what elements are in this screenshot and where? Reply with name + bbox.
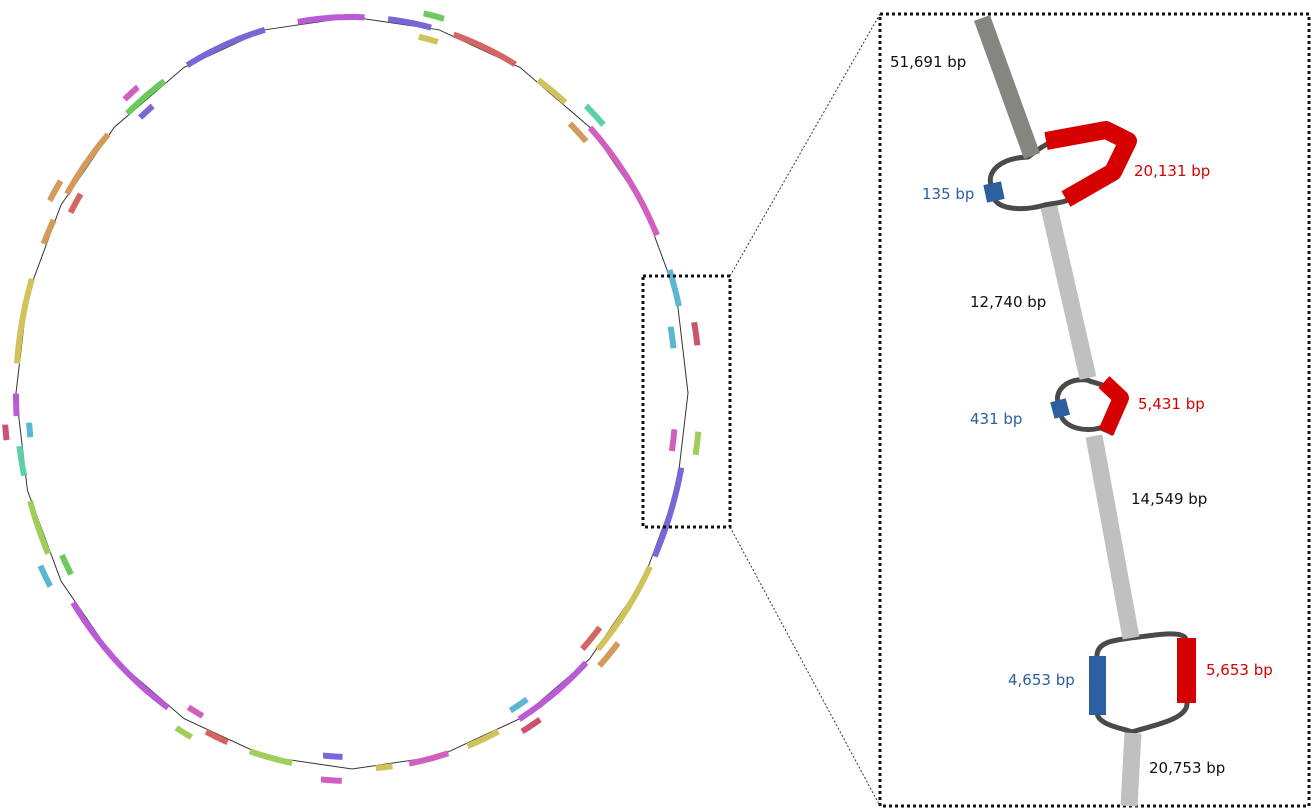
graph-bubble: [584, 103, 606, 127]
link: [1055, 377, 1090, 405]
graph-segment: [536, 77, 568, 105]
segment-label: 4,653 bp: [1008, 671, 1075, 689]
segment-label: 431 bp: [970, 410, 1022, 428]
segment-label: 14,549 bp: [1131, 490, 1207, 508]
graph-bubble: [692, 431, 702, 456]
segment-label: 5,653 bp: [1206, 661, 1273, 679]
segment-dark-gray: [974, 15, 1040, 159]
segment-blue-small: [983, 181, 1005, 203]
segment-label: 12,740 bp: [970, 293, 1046, 311]
graph-bubble: [138, 103, 155, 120]
segment-red-large: [1044, 121, 1137, 207]
segment-light-gray: [1120, 732, 1142, 807]
graph-segment: [387, 16, 432, 31]
graph-segment: [13, 393, 20, 417]
graph-bubble: [423, 10, 445, 22]
segment-label: 135 bp: [922, 185, 974, 203]
selection-box: [641, 274, 732, 529]
graph-segment: [587, 125, 660, 237]
graph-bubble: [567, 121, 589, 144]
graph-bubble: [174, 725, 194, 740]
graph-bubble: [520, 717, 542, 735]
graph-bubble: [2, 424, 10, 441]
segment-blue-large: [1089, 656, 1106, 715]
segment-red-medium: [1098, 376, 1129, 436]
graph-link: [15, 16, 689, 770]
graph-segment: [64, 132, 111, 196]
graph-bubble: [37, 564, 53, 588]
graph-bubble: [668, 428, 678, 452]
graph-bubble: [323, 752, 343, 760]
link: [1042, 197, 1071, 208]
segment-label: 20,131 bp: [1134, 162, 1210, 180]
zoom-panel: 51,691 bp 20,131 bp 135 bp 12,740 bp 431…: [878, 12, 1311, 808]
segment-blue-small: [1050, 398, 1071, 419]
graph-bubble: [597, 641, 621, 668]
zoom-line-top: [729, 13, 881, 277]
graph-bubble: [508, 696, 529, 714]
graph-bubble: [26, 422, 34, 438]
graph-segment: [651, 467, 685, 558]
graph-bubble: [47, 179, 64, 203]
circular-assembly-graph: [2, 10, 702, 784]
graph-bubble: [321, 776, 342, 784]
link: [1127, 631, 1189, 643]
graph-segment: [375, 763, 393, 772]
graph-segment: [666, 269, 682, 307]
graph-segment: [204, 729, 229, 746]
segment-label: 51,691 bp: [890, 53, 966, 71]
segment-light-gray: [1085, 434, 1140, 640]
graph-segment: [408, 750, 450, 767]
graph-segment: [248, 748, 293, 766]
graph-segment: [40, 218, 57, 245]
graph-bubble: [67, 192, 84, 214]
link: [1059, 415, 1103, 433]
link: [992, 197, 1048, 212]
graph-segment: [517, 660, 589, 722]
zoom-line-bottom: [729, 526, 881, 807]
segment-light-gray: [1040, 205, 1097, 380]
graph-bubble: [667, 326, 677, 349]
graph-segment: [14, 278, 35, 364]
graph-segment: [452, 31, 517, 67]
segment-red-block: [1177, 638, 1196, 703]
graph-bubble: [59, 553, 74, 576]
graph-segment: [185, 27, 266, 68]
link: [1129, 700, 1190, 735]
graph-bubble: [186, 704, 205, 719]
graph-bubble: [580, 625, 603, 651]
graph-segment: [16, 445, 28, 477]
graph-bubble: [691, 322, 701, 346]
graph-bubble: [122, 84, 140, 102]
graph-segment: [125, 78, 167, 116]
segment-label: 5,431 bp: [1138, 395, 1205, 413]
graph-segment: [27, 500, 51, 555]
graph-bubble: [418, 33, 439, 45]
segment-label: 20,753 bp: [1149, 759, 1225, 777]
graph-segment: [297, 14, 365, 25]
graph-segment: [595, 565, 653, 652]
graph-segment: [70, 601, 170, 711]
graph-segment: [466, 728, 500, 749]
